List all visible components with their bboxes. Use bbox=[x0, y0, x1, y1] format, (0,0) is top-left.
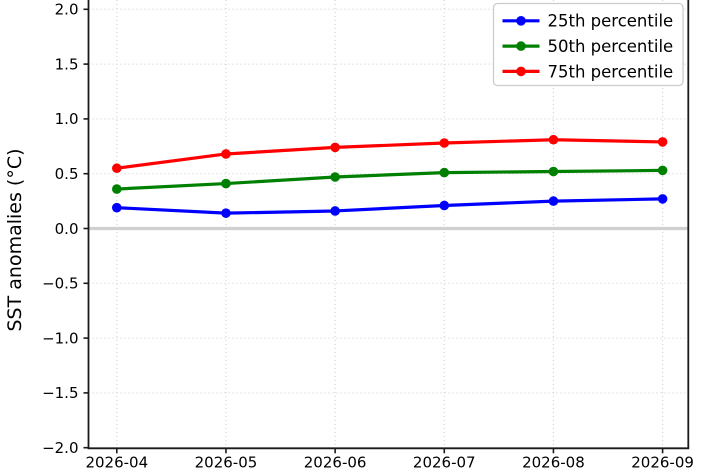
75th-percentile-marker bbox=[439, 138, 450, 148]
axes-layer: 2026-04 2026-05 2026-06 2026-07 2026-08 2026-… bbox=[42, 0, 694, 472]
25th-percentile-marker bbox=[657, 194, 668, 204]
75th-percentile-marker bbox=[221, 149, 231, 159]
legend-box bbox=[492, 2, 684, 87]
25th-percentile-marker bbox=[221, 208, 231, 218]
y-tick-label: 1.5 bbox=[55, 55, 79, 73]
y-tick-label: −1.5 bbox=[42, 384, 78, 402]
50th-percentile-marker bbox=[221, 178, 231, 189]
50th-percentile-marker bbox=[112, 184, 122, 194]
y-axis-title: SST anomalies (°C) bbox=[4, 148, 26, 331]
series-layer bbox=[112, 134, 668, 218]
25th-percentile-marker bbox=[548, 196, 559, 206]
y-tick-label: −1.0 bbox=[42, 329, 78, 347]
75th-percentile-marker bbox=[657, 137, 668, 147]
25th-percentile-line bbox=[115, 197, 665, 215]
75th-percentile-marker bbox=[330, 142, 340, 153]
50th-percentile-marker bbox=[330, 172, 340, 182]
25th-percentile-legend-marker bbox=[516, 15, 526, 26]
25th-percentile-marker bbox=[330, 206, 340, 216]
x-tick-label: 2026-06 bbox=[304, 454, 367, 472]
75th-percentile-marker bbox=[112, 163, 122, 174]
y-tick-label: 1.0 bbox=[55, 110, 79, 128]
75th-percentile-legend-marker bbox=[516, 66, 526, 77]
x-tick-label: 2026-05 bbox=[195, 454, 258, 472]
x-tick-label: 2026-04 bbox=[85, 454, 148, 472]
50th-percentile-marker bbox=[548, 166, 559, 177]
50th-percentile-marker bbox=[439, 167, 450, 178]
50th-percentile-legend-label: 50th percentile bbox=[548, 37, 674, 56]
75th-percentile-legend-label: 75th percentile bbox=[548, 62, 674, 81]
y-tick-label: 2.0 bbox=[55, 1, 79, 19]
grid-layer bbox=[88, 0, 689, 449]
50th-percentile-marker bbox=[657, 165, 668, 176]
x-tick-label: 2026-09 bbox=[631, 454, 694, 472]
50th-percentile-legend-marker bbox=[516, 41, 526, 51]
x-tick-label: 2026-08 bbox=[522, 454, 585, 472]
25th-percentile-marker bbox=[112, 202, 122, 213]
x-tick-label: 2026-07 bbox=[413, 454, 476, 472]
75th-percentile-marker bbox=[548, 134, 559, 145]
25th-percentile-marker bbox=[439, 200, 450, 211]
y-tick-label: 0.5 bbox=[55, 165, 79, 183]
legend: 25th percentile 50th percentile 75th perce… bbox=[492, 2, 684, 87]
y-tick-label: −2.0 bbox=[42, 439, 78, 457]
25th-percentile-legend-label: 25th percentile bbox=[548, 12, 674, 31]
50th-percentile-line bbox=[115, 168, 665, 191]
75th-percentile-line bbox=[115, 138, 665, 170]
y-tick-label: −0.5 bbox=[42, 275, 78, 293]
y-tick-label: 0.0 bbox=[55, 220, 79, 238]
